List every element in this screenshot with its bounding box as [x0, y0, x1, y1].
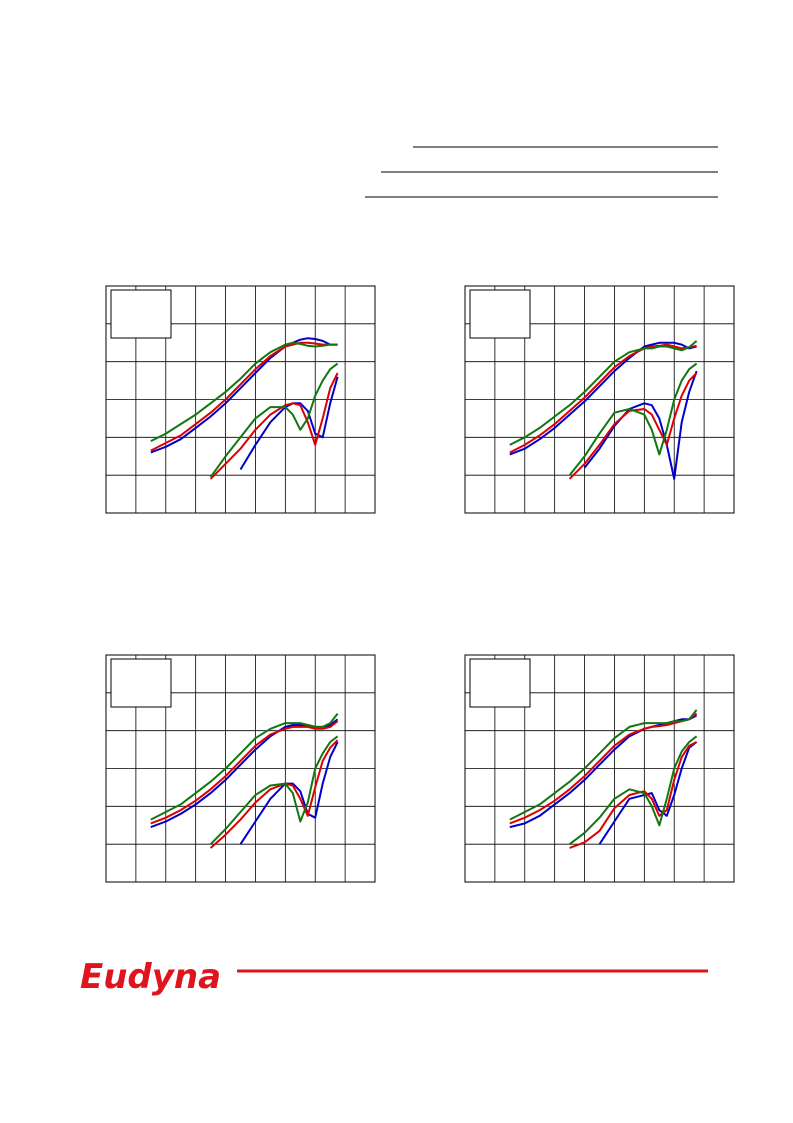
inset-box — [469, 658, 531, 708]
chart — [105, 285, 376, 514]
curve — [209, 739, 339, 849]
curve — [209, 372, 339, 480]
chart — [105, 654, 376, 883]
curve — [568, 735, 698, 845]
curve — [509, 709, 698, 821]
curve — [150, 341, 338, 442]
inset-box — [110, 658, 172, 708]
curve — [509, 343, 697, 454]
charts — [105, 285, 735, 883]
curve — [598, 741, 698, 845]
curve — [209, 735, 339, 845]
curve — [583, 370, 698, 480]
chart — [464, 654, 735, 883]
curve — [568, 372, 698, 480]
plot-frame — [105, 654, 376, 883]
plot-frame — [464, 285, 735, 514]
curve — [509, 340, 698, 446]
inset-box — [110, 289, 172, 339]
inset-box — [469, 289, 531, 339]
curve — [239, 376, 339, 471]
curve — [150, 337, 338, 454]
curve — [150, 712, 339, 821]
curve — [239, 741, 339, 845]
plot-frame — [464, 654, 735, 883]
curve — [509, 712, 698, 825]
curve — [569, 741, 698, 849]
curve — [150, 720, 339, 825]
logo: Eudyna — [80, 957, 221, 997]
curve — [209, 362, 339, 478]
chart — [464, 285, 735, 514]
curve — [568, 362, 698, 476]
plot-frame — [105, 285, 376, 514]
curve — [509, 341, 697, 456]
curve — [150, 341, 338, 452]
